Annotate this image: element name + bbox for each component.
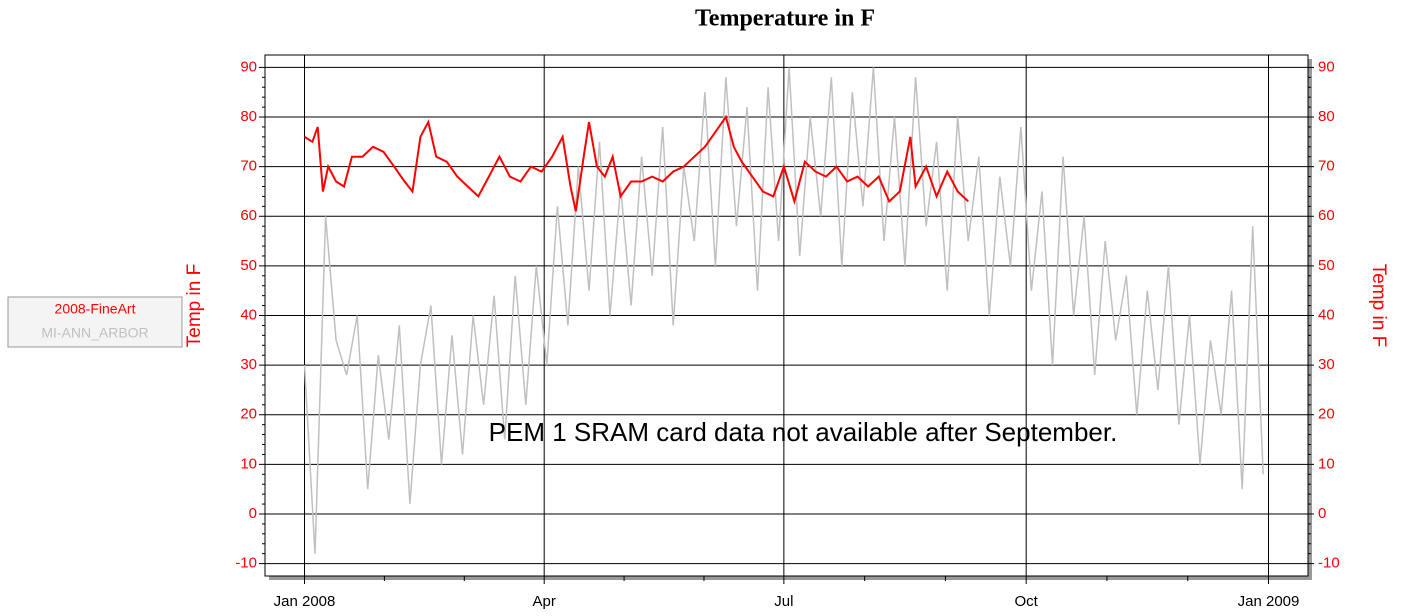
y-tick-label: 0 (249, 505, 257, 522)
legend-entry: 2008-FineArt (55, 301, 136, 317)
y-tick-label: 50 (240, 257, 257, 274)
y-axis-label: Temp in F (184, 264, 205, 347)
y2-tick-label: 30 (1318, 356, 1335, 373)
y2-tick-label: 90 (1318, 58, 1335, 75)
y2-tick-label: 50 (1318, 257, 1335, 274)
legend-box (7, 296, 183, 348)
y-tick-label: 20 (240, 406, 257, 423)
y2-tick-label: 60 (1318, 207, 1335, 224)
y2-tick-label: 10 (1318, 455, 1335, 472)
y2-axis-label: Temp in F (1368, 264, 1389, 347)
y-tick-label: 90 (240, 58, 257, 75)
y2-tick-label: 80 (1318, 108, 1335, 125)
y2-tick-label: 0 (1318, 505, 1326, 522)
series-line (303, 114, 969, 212)
y2-tick-label: 40 (1318, 306, 1335, 323)
y-tick-label: 30 (240, 356, 257, 373)
y-tick-label: 70 (240, 158, 257, 175)
y-tick-label: 40 (240, 306, 257, 323)
x-tick-label: Jan 2008 (274, 593, 336, 610)
y-tick-label: 80 (240, 108, 257, 125)
plot-border (264, 54, 1309, 577)
x-tick-label: Oct (1015, 593, 1039, 610)
legend-entry: MI-ANN_ARBOR (41, 325, 148, 341)
x-tick-label: Jan 2009 (1238, 593, 1300, 610)
chart-title: Temperature in F (695, 6, 875, 32)
y-tick-label: 10 (240, 455, 257, 472)
y2-tick-label: 20 (1318, 406, 1335, 423)
x-tick-label: Apr (533, 593, 556, 610)
annotation: PEM 1 SRAM card data not available after… (489, 417, 1118, 447)
y-tick-label: -10 (235, 555, 257, 572)
y2-tick-label: 70 (1318, 158, 1335, 175)
series-line (303, 67, 1264, 554)
y-tick-label: 60 (240, 207, 257, 224)
x-tick-label: Jul (774, 593, 793, 610)
y2-tick-label: -10 (1318, 555, 1340, 572)
